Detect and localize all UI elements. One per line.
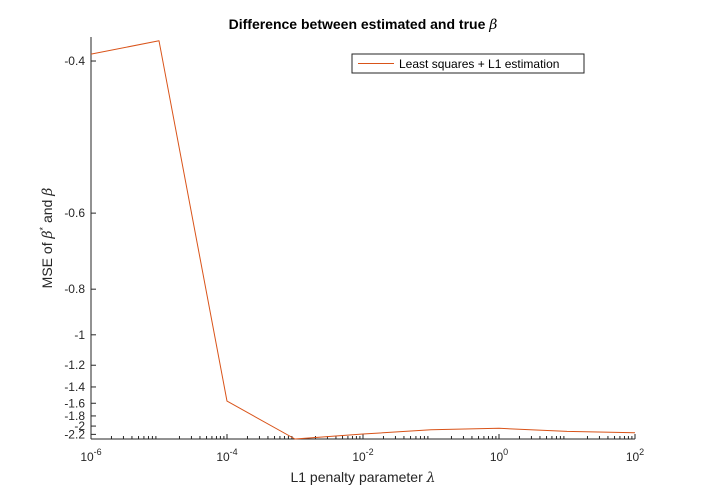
y-tick-label: -0.8 bbox=[64, 282, 85, 296]
y-tick-label: -2.2 bbox=[64, 427, 85, 441]
x-tick-label: 10-6 bbox=[80, 447, 101, 464]
plot-area bbox=[91, 37, 635, 439]
y-tick-label: -1.2 bbox=[64, 358, 85, 372]
x-axis-label: L1 penalty parameter λ bbox=[290, 469, 435, 486]
y-tick-label: -1.6 bbox=[64, 396, 85, 410]
y-tick-label: -0.4 bbox=[64, 54, 85, 68]
axes bbox=[90, 37, 635, 440]
y-tick-label: -1.8 bbox=[64, 409, 85, 423]
chart-title: Difference between estimated and true β bbox=[229, 16, 498, 33]
x-tick-label: 10-2 bbox=[352, 447, 373, 464]
y-tick-label: -2 bbox=[74, 419, 85, 433]
x-tick-label: 102 bbox=[626, 447, 644, 464]
y-axis-label: MSE of β* and β bbox=[38, 188, 56, 289]
series-line-0 bbox=[90, 40, 636, 440]
series-layer bbox=[90, 40, 636, 440]
x-tick-label: 10-4 bbox=[216, 447, 237, 464]
legend: Least squares + L1 estimation bbox=[351, 53, 585, 74]
y-ticks: -0.4 -0.6 -0.8 -1 -1.2 -1.4 -1.6-1.8-2-2.2 bbox=[64, 54, 96, 441]
y-tick-label: -0.6 bbox=[64, 206, 85, 220]
y-tick-label: -1.4 bbox=[64, 380, 85, 394]
y-tick-label: -1 bbox=[74, 328, 85, 342]
legend-entry-least-squares-l1: Least squares + L1 estimation bbox=[399, 57, 559, 71]
x-ticks: 10-6 10-4 10-2 100 102 bbox=[80, 434, 644, 464]
x-tick-label: 100 bbox=[490, 447, 508, 464]
legend-box bbox=[351, 53, 585, 74]
x-minor-ticks bbox=[110, 436, 633, 439]
